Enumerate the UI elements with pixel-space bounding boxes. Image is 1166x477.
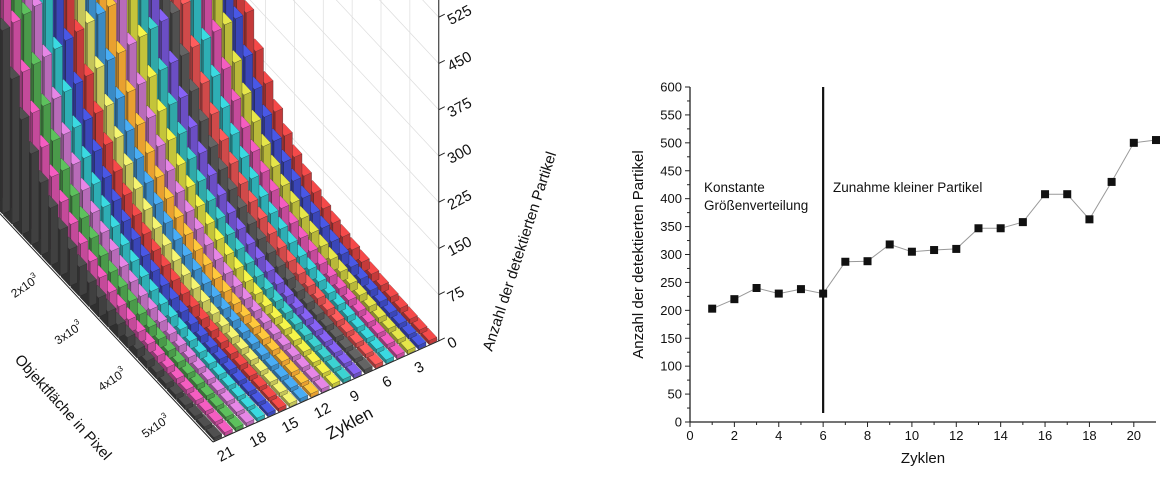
- y-tick-label: 400: [660, 191, 682, 206]
- data-point: [1019, 218, 1027, 226]
- y-tick-label: 15: [279, 414, 302, 437]
- data-point: [1041, 190, 1049, 198]
- y-tick-label: 9: [347, 387, 362, 406]
- bar-face: [99, 294, 107, 317]
- z-tick-label: 450: [445, 48, 475, 75]
- x-tick-exponent: 3: [29, 270, 38, 280]
- data-point: [1108, 178, 1116, 186]
- data-point: [1130, 139, 1138, 147]
- x-tick-label: 0: [686, 428, 693, 443]
- data-point: [730, 295, 738, 303]
- x-tick-label: 2x103: [7, 270, 42, 301]
- z-tick-mark: [439, 245, 445, 248]
- y-tick-label: 150: [660, 331, 682, 346]
- data-point: [952, 245, 960, 253]
- y-tick-label: 600: [660, 80, 682, 95]
- x-tick-label: 4: [775, 428, 782, 443]
- bar-face: [50, 205, 58, 266]
- x-tick-label: 18: [1082, 428, 1096, 443]
- z-tick-mark: [439, 60, 445, 63]
- data-point: [819, 290, 827, 298]
- x-tick-label: 3x103: [51, 317, 86, 348]
- y-tick-label: 450: [660, 163, 682, 178]
- bar-face: [41, 180, 49, 256]
- x-tick-label: 4x103: [94, 364, 129, 395]
- bar-face: [79, 264, 87, 297]
- data-point: [908, 248, 916, 256]
- z-tick-label: 375: [445, 94, 475, 121]
- data-point: [797, 285, 805, 293]
- annotation-konstante: Größenverteilung: [704, 198, 808, 213]
- data-point: [930, 246, 938, 254]
- z-tick-mark: [439, 338, 445, 341]
- y-tick-label: 12: [311, 400, 334, 423]
- x-tick-exponent: 3: [72, 317, 81, 327]
- x-tick-label: 12: [949, 428, 963, 443]
- data-point: [1152, 136, 1160, 144]
- z-tick-label: 0: [445, 334, 460, 353]
- data-point: [997, 224, 1005, 232]
- data-point: [974, 224, 982, 232]
- y-tick-label: 250: [660, 275, 682, 290]
- z-tick-label: 225: [445, 187, 475, 214]
- data-point: [841, 258, 849, 266]
- z-tick-mark: [439, 107, 445, 110]
- y-tick-label: 550: [660, 107, 682, 122]
- z-tick-label: 300: [445, 141, 475, 168]
- y-tick-label: 18: [247, 428, 270, 451]
- x-tick-exponent: 3: [116, 364, 125, 374]
- bar-face: [89, 280, 97, 307]
- bar-face: [60, 227, 68, 276]
- scatter-chart: 0 50 100 150 200 250 300 350 400 450 500 550 600 0 2 4 6…: [630, 80, 1160, 468]
- z-axis-title: Anzahl der detektierten Partikel: [480, 150, 561, 354]
- y-tick-label: 500: [660, 135, 682, 150]
- bar-face: [2, 27, 10, 214]
- data-point: [753, 284, 761, 292]
- y-tick-label: 0: [675, 415, 682, 430]
- y-tick-label: 300: [660, 247, 682, 262]
- x-tick-label: 10: [905, 428, 919, 443]
- annotation-konstante: Konstante: [704, 180, 765, 195]
- bar-face: [70, 246, 78, 286]
- annotation-zunahme: Zunahme kleiner Partikel: [833, 180, 982, 195]
- data-point: [886, 240, 894, 248]
- y-tick-label: 100: [660, 359, 682, 374]
- x-axis-title: Zyklen: [901, 450, 945, 467]
- data-point: [775, 290, 783, 298]
- x-axis-title: Objektfläche in Pixel: [11, 351, 115, 463]
- z-tick-mark: [439, 199, 445, 202]
- series-line: [712, 140, 1156, 309]
- x-tick-label: 5x103: [138, 410, 173, 441]
- bar-face: [12, 76, 20, 224]
- y-tick-label: 350: [660, 219, 682, 234]
- data-point: [864, 257, 872, 265]
- z-tick-mark: [439, 292, 445, 295]
- y-tick-label: 3: [412, 358, 427, 377]
- bar-face: [31, 150, 39, 245]
- y-axis-title: Anzahl der detektierten Partikel: [630, 150, 647, 358]
- x-tick-exponent: 3: [160, 410, 169, 420]
- waterfall-chart: 1x1032x1033x1034x1035x103211815129630751…: [0, 0, 560, 466]
- data-point: [708, 305, 716, 313]
- z-tick-label: 150: [445, 233, 475, 260]
- z-tick-label: 525: [445, 2, 475, 29]
- y-tick-label: 6: [379, 373, 394, 392]
- y-tick-label: 21: [214, 443, 237, 466]
- y-tick-label: 50: [668, 387, 682, 402]
- z-tick-mark: [439, 14, 445, 17]
- x-tick-label: 6: [820, 428, 827, 443]
- data-point: [1085, 215, 1093, 223]
- z-tick-label: 75: [445, 283, 468, 306]
- y-tick-label: 200: [660, 303, 682, 318]
- x-tick-label: 8: [864, 428, 871, 443]
- x-tick-label: 16: [1038, 428, 1052, 443]
- x-tick-label: 14: [993, 428, 1007, 443]
- z-tick-mark: [439, 153, 445, 156]
- x-tick-label: 2: [731, 428, 738, 443]
- data-point: [1063, 190, 1071, 198]
- x-tick-label: 20: [1127, 428, 1141, 443]
- bar-face: [22, 116, 30, 234]
